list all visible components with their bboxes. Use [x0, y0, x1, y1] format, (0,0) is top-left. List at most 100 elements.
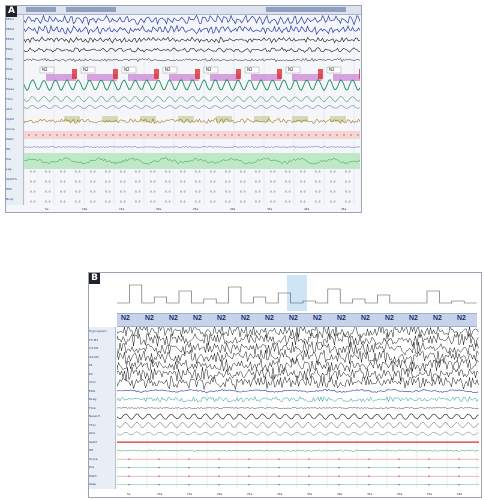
time-tick: 35s	[307, 492, 313, 496]
desat-event[interactable]	[72, 69, 77, 79]
snore-event[interactable]	[254, 116, 270, 122]
stage-label[interactable]: N2	[121, 315, 130, 322]
stage-label[interactable]: N2	[337, 315, 346, 322]
desat-event[interactable]	[359, 69, 360, 79]
value-cell: 0.0	[105, 190, 111, 194]
channel-label[interactable]: Flow	[89, 405, 96, 410]
stage-label[interactable]: N2	[385, 315, 394, 322]
stage-label[interactable]: N2	[313, 315, 322, 322]
apnea-event[interactable]	[46, 74, 76, 81]
channel-label[interactable]: Abd	[6, 107, 12, 111]
stage-marker[interactable]	[285, 66, 301, 74]
channel-label[interactable]: Leg	[6, 167, 12, 171]
apnea-event[interactable]	[333, 74, 360, 81]
stage-label[interactable]: N2	[217, 315, 226, 322]
channel-label[interactable]: Hypnogram	[89, 329, 107, 333]
stage-label[interactable]: N2	[361, 315, 370, 322]
signal-area-a[interactable]: N2 N2 N2 N2 N2 N2 N2 N2 0.0 0.0 0.0 0.0 0.0 0.0 0.0 0.0…	[24, 15, 360, 205]
channel-label[interactable]: Pos	[6, 157, 12, 161]
channel-label[interactable]: RLeg	[89, 397, 97, 402]
channel-label[interactable]: O2-M1	[89, 354, 99, 359]
channel-label[interactable]: ECG	[6, 67, 13, 71]
snore-event[interactable]	[216, 116, 232, 122]
channel-label[interactable]: EEG3	[6, 37, 15, 41]
stage-label[interactable]: N2	[241, 315, 250, 322]
channel-label[interactable]: HRV	[6, 187, 13, 191]
desat-event[interactable]	[236, 69, 241, 79]
stage-marker[interactable]	[244, 66, 260, 74]
stage-marker[interactable]	[162, 66, 178, 74]
snore-event[interactable]	[64, 116, 80, 122]
channel-label[interactable]: HR	[6, 147, 11, 151]
stage-marker[interactable]	[80, 66, 96, 74]
apnea-event[interactable]	[292, 74, 322, 81]
channel-label[interactable]: Thor	[6, 97, 13, 101]
snore-event[interactable]	[292, 116, 308, 122]
value-cell: 0.0	[105, 170, 111, 174]
hypnogram[interactable]	[117, 275, 477, 311]
stage-label[interactable]: N2	[433, 315, 442, 322]
desat-event[interactable]	[154, 69, 159, 79]
channel-label[interactable]: Snore	[6, 127, 15, 131]
channel-label[interactable]: EOG	[6, 47, 13, 51]
stage-marker[interactable]	[39, 66, 55, 74]
channel-label[interactable]: Pos	[89, 465, 95, 470]
desat-event[interactable]	[277, 69, 282, 79]
channel-label[interactable]: Nasal P	[89, 414, 101, 419]
channel-label[interactable]: EKG	[89, 388, 96, 393]
toolbar-button[interactable]	[66, 7, 116, 12]
channel-label[interactable]: SpO2%	[6, 177, 17, 181]
apnea-event[interactable]	[251, 74, 281, 81]
channel-label[interactable]: Body	[6, 197, 14, 201]
channel-label[interactable]: SpO2	[6, 117, 15, 121]
spo2-dot	[196, 134, 198, 136]
channel-label[interactable]: SpO2	[89, 439, 98, 444]
stage-label[interactable]: N2	[457, 315, 466, 322]
signal-area-b[interactable]	[117, 327, 479, 489]
channel-label[interactable]: Press	[6, 87, 14, 91]
stage-marker[interactable]	[326, 66, 342, 74]
value-cell: 0.0	[120, 170, 126, 174]
desat-event[interactable]	[113, 69, 118, 79]
stage-label[interactable]: N2	[169, 315, 178, 322]
channel-label[interactable]: Abd	[89, 431, 95, 436]
event-dot	[188, 458, 190, 460]
stage-marker[interactable]	[203, 66, 219, 74]
toolbar-button[interactable]	[26, 7, 56, 12]
stage-label[interactable]: N2	[145, 315, 154, 322]
desat-event[interactable]	[195, 69, 200, 79]
channel-label[interactable]: HR	[89, 448, 94, 453]
apnea-event[interactable]	[169, 74, 199, 81]
stage-label[interactable]: N2	[409, 315, 418, 322]
snore-event[interactable]	[102, 116, 118, 122]
stage-label[interactable]: N2	[265, 315, 274, 322]
hypnogram-cursor[interactable]	[287, 275, 307, 311]
channel-label[interactable]: F4-M1	[89, 337, 99, 342]
apnea-event[interactable]	[128, 74, 158, 81]
channel-label[interactable]: C4-M1	[89, 346, 99, 351]
desat-event[interactable]	[318, 69, 323, 79]
event-dot	[218, 484, 220, 486]
event-dot	[398, 466, 400, 469]
stage-label[interactable]: N2	[289, 315, 298, 322]
channel-label[interactable]: Pleth	[89, 473, 97, 478]
channel-label[interactable]: Resp	[89, 482, 97, 487]
stage-marker[interactable]	[121, 66, 137, 74]
channel-label[interactable]: EEG1	[6, 17, 15, 21]
channel-label[interactable]: Flow	[6, 77, 13, 81]
channel-label[interactable]: EMG	[6, 57, 13, 61]
apnea-event[interactable]	[87, 74, 117, 81]
channel-label[interactable]: EEG2	[6, 27, 15, 31]
snore-event[interactable]	[330, 116, 346, 122]
channel-label[interactable]: Pleth	[6, 137, 14, 141]
toolbar-button[interactable]	[266, 7, 346, 12]
channel-label[interactable]: E2	[89, 371, 93, 376]
channel-label[interactable]: Chin	[89, 380, 96, 385]
stage-label[interactable]: N2	[193, 315, 202, 322]
snore-event[interactable]	[140, 116, 156, 122]
apnea-event[interactable]	[210, 74, 240, 81]
channel-label[interactable]: Thor	[89, 422, 96, 427]
channel-label[interactable]: E1	[89, 363, 93, 368]
snore-event[interactable]	[178, 116, 194, 122]
channel-label[interactable]: Snore	[89, 456, 98, 461]
